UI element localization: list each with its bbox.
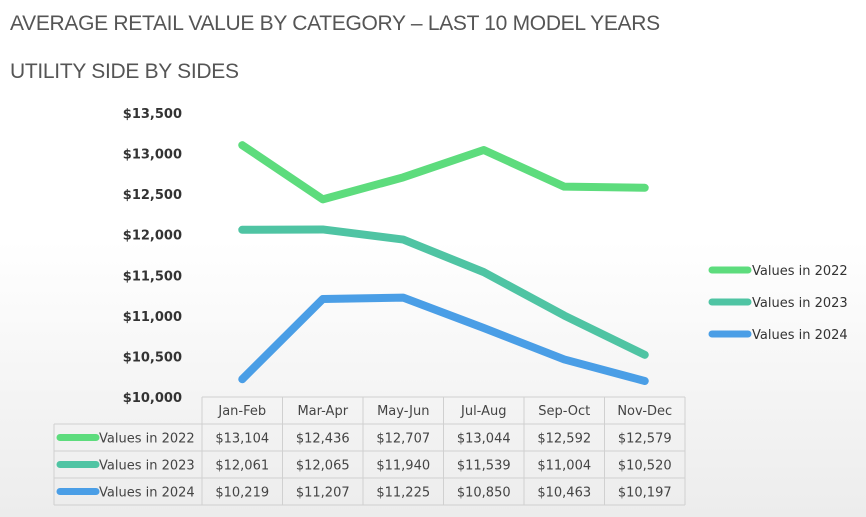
y-tick-label: $12,000 bbox=[123, 229, 182, 244]
table-value-cell: $10,850 bbox=[457, 486, 511, 501]
x-category-label: May-Jun bbox=[377, 404, 429, 419]
series-line-1 bbox=[238, 141, 649, 204]
y-tick-label: $12,500 bbox=[123, 188, 182, 203]
legend-label: Values in 2024 bbox=[752, 328, 848, 343]
y-tick-label: $10,000 bbox=[123, 391, 182, 406]
table-series-name: Values in 2023 bbox=[99, 459, 195, 474]
x-category-label: Jan-Feb bbox=[217, 404, 266, 419]
y-tick-label: $11,500 bbox=[123, 269, 182, 284]
chart-title: AVERAGE RETAIL VALUE BY CATEGORY – LAST … bbox=[10, 12, 660, 35]
table-series-name: Values in 2022 bbox=[99, 432, 195, 447]
chart-area: $10,000 $10,500 $11,000 $11,500 $12,000 $12,5… bbox=[0, 92, 866, 517]
table-value-cell: $11,207 bbox=[296, 486, 350, 501]
x-category-label: Nov-Dec bbox=[617, 404, 672, 419]
table-value-cell: $12,579 bbox=[618, 432, 672, 447]
legend-label: Values in 2023 bbox=[752, 296, 848, 311]
y-tick-label: $13,000 bbox=[123, 148, 182, 163]
table-value-cell: $12,061 bbox=[215, 459, 269, 474]
series-line-2 bbox=[238, 225, 649, 359]
legend-label: Values in 2022 bbox=[752, 264, 848, 279]
x-category-label: Sep-Oct bbox=[538, 404, 590, 419]
table-series-name: Values in 2024 bbox=[99, 486, 195, 501]
table-value-cell: $10,219 bbox=[215, 486, 269, 501]
table-value-cell: $11,225 bbox=[376, 486, 430, 501]
y-tick-label: $10,500 bbox=[123, 350, 182, 365]
table-value-cell: $12,592 bbox=[537, 432, 591, 447]
table-value-cell: $12,707 bbox=[376, 432, 430, 447]
table-value-cell: $13,104 bbox=[215, 432, 269, 447]
y-tick-label: $13,500 bbox=[123, 107, 182, 122]
line-chart: $10,000 $10,500 $11,000 $11,500 $12,000 $12,5… bbox=[53, 107, 848, 506]
x-category-label: Jul-Aug bbox=[460, 404, 506, 419]
chart-subtitle: UTILITY SIDE BY SIDES bbox=[10, 60, 239, 83]
series-line-3 bbox=[238, 293, 649, 386]
x-category-label: Mar-Apr bbox=[297, 404, 348, 419]
table-value-cell: $12,436 bbox=[296, 432, 350, 447]
y-tick-label: $11,000 bbox=[123, 310, 182, 325]
table-value-cell: $10,463 bbox=[537, 486, 591, 501]
table-value-cell: $11,539 bbox=[457, 459, 511, 474]
table-value-cell: $11,940 bbox=[376, 459, 430, 474]
table-value-cell: $10,197 bbox=[618, 486, 672, 501]
table-value-cell: $12,065 bbox=[296, 459, 350, 474]
table-value-cell: $10,520 bbox=[618, 459, 672, 474]
table-value-cell: $11,004 bbox=[537, 459, 591, 474]
table-value-cell: $13,044 bbox=[457, 432, 511, 447]
